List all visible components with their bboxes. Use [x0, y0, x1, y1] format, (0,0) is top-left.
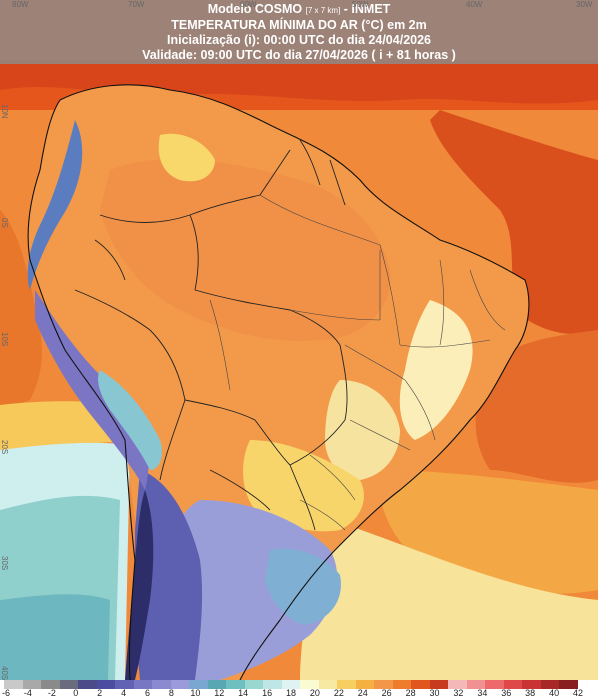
latitude-label: 30S [0, 556, 9, 571]
longitude-label: 80W [12, 0, 29, 9]
legend-tick-label: 24 [357, 688, 368, 698]
legend-swatch [374, 680, 394, 689]
model-title: Modelo COSMO [7 x 7 km] - INMET [0, 2, 598, 18]
andes-north [27, 120, 83, 290]
legend-swatch [133, 680, 153, 689]
longitude-label: 60W [240, 0, 257, 9]
legend-swatch [152, 680, 172, 689]
legend-tick-label: 4 [121, 688, 127, 698]
legend-tick-label: 38 [525, 688, 536, 698]
legend-swatch [207, 680, 227, 689]
legend-swatch [540, 680, 560, 689]
legend-swatch [170, 680, 190, 689]
longitude-label: 40W [466, 0, 483, 9]
legend-tick-label: 16 [262, 688, 273, 698]
valid-time: Validade: 09:00 UTC do dia 27/04/2026 ( … [142, 48, 456, 62]
amazon-interior [100, 159, 391, 341]
legend-swatch [448, 680, 468, 689]
legend-swatch [392, 680, 412, 689]
country-borders [74, 139, 348, 531]
ocean-south-atlantic-cool [300, 520, 598, 680]
temperature-map [0, 0, 598, 680]
legend-swatch [59, 680, 79, 689]
ocean-pacific-west [0, 210, 42, 410]
legend-tick-label: 18 [285, 688, 297, 698]
legend-tick-label: 36 [501, 688, 512, 698]
state-borders [209, 194, 506, 531]
legend-swatch [485, 680, 505, 689]
legend-tick-label: 42 [572, 688, 584, 698]
ocean-atlantic-band [475, 330, 598, 483]
legend-swatch [522, 680, 542, 689]
legend-swatch [281, 680, 301, 689]
legend-tick-label: 0 [73, 688, 79, 698]
legend-tick-label: -6 [1, 688, 11, 698]
legend-swatch [189, 680, 209, 689]
andes-foothill-cool [98, 370, 162, 470]
legend-swatch [429, 680, 449, 689]
legend-tick-label: 34 [477, 688, 488, 698]
legend-swatch [78, 680, 98, 689]
andes-south [125, 490, 154, 680]
ocean-atlantic-warm [430, 110, 598, 335]
legend-tick-label: 8 [168, 688, 174, 698]
legend-tick-label: 2 [97, 688, 103, 698]
latitude-label: 10S [0, 332, 9, 347]
latitude-label: 10N [0, 104, 9, 119]
legend-swatch [559, 680, 579, 689]
legend-swatch [337, 680, 357, 689]
venezuela-highlands [158, 133, 215, 182]
northeast-cool [399, 300, 473, 440]
ocean-pacific-far-south [0, 594, 110, 680]
legend-swatch [41, 680, 61, 689]
legend-swatch [503, 680, 523, 689]
legend-swatch [115, 680, 135, 689]
legend-tick-label: 28 [405, 688, 416, 698]
latitude-label: 40S [0, 666, 9, 681]
color-legend: -6 -4 -2 0 2 4 6 8 10 12 14 16 18 20 22 24 26 28 30 32 34 36 3… [0, 680, 598, 700]
variable-title: TEMPERATURA MÍNIMA DO AR (°C) em 2m [171, 18, 427, 32]
legend-swatch [226, 680, 246, 689]
legend-swatch [318, 680, 338, 689]
coastline [27, 84, 530, 680]
legend-tick-label: 14 [238, 688, 249, 698]
central-cool [325, 380, 400, 480]
longitude-label: 50W [352, 0, 369, 9]
legend-swatch [355, 680, 375, 689]
legend-swatch [300, 680, 320, 689]
legend-swatch [466, 680, 486, 689]
legend-tick-label: 32 [453, 688, 464, 698]
legend-tick-label: 10 [190, 688, 201, 698]
legend-tick-label: 22 [333, 688, 344, 698]
legend-tick-label: 40 [549, 688, 560, 698]
legend-swatch [263, 680, 283, 689]
model-source: - INMET [340, 2, 391, 16]
legend-tick-label: -4 [23, 688, 32, 698]
legend-swatch [411, 680, 431, 689]
south-cold [154, 500, 338, 680]
legend-swatch [244, 680, 264, 689]
latitude-label: 20S [0, 440, 9, 455]
longitude-label: 70W [128, 0, 145, 9]
model-resolution: [7 x 7 km] [305, 6, 341, 15]
legend-tick-label: 20 [309, 688, 320, 698]
legend-swatch [22, 680, 42, 689]
andes-central [35, 290, 149, 490]
map-header: Modelo COSMO [7 x 7 km] - INMET TEMPERAT… [0, 0, 598, 64]
legend-swatch [4, 680, 24, 689]
legend-tick-label: 6 [144, 688, 151, 698]
legend-tick-label: 26 [381, 688, 392, 698]
longitude-label: 30W [576, 0, 593, 9]
latitude-label: 0S [0, 218, 9, 228]
legend-tick-label: -2 [47, 688, 56, 698]
init-time: Inicialização (i): 00:00 UTC do dia 24/0… [167, 33, 431, 47]
legend-tick-label: 12 [214, 688, 225, 698]
legend-tick-label: 30 [429, 688, 440, 698]
model-name: Modelo COSMO [207, 2, 306, 16]
legend-swatch [96, 680, 116, 689]
south-mild [243, 440, 364, 532]
